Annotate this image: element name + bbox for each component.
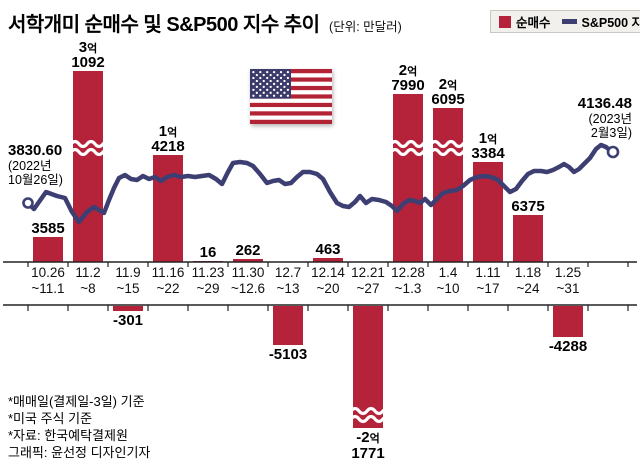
bar-11.9: [113, 306, 143, 311]
x-axis-label: ~24: [517, 281, 540, 296]
axis-break-icon: [69, 139, 113, 149]
bar-value-label: -5103: [269, 346, 307, 363]
axis-break-icon: [349, 414, 393, 424]
bar-value-label: 2억: [399, 62, 417, 79]
net-buy-swatch-icon: [499, 15, 511, 28]
bar-11.16: [153, 155, 183, 262]
bar-value-label: 16: [200, 244, 217, 261]
axis-break-icon: [429, 139, 473, 149]
bar-1.4: [433, 108, 463, 262]
x-axis-label: 12.21: [351, 265, 385, 280]
x-axis-label: 12.7: [275, 265, 301, 280]
x-axis-label: 1.25: [555, 265, 581, 280]
sp500-start-value: 3830.60: [8, 142, 63, 159]
bar-12.21: [353, 306, 383, 428]
sp500-start-date-1: (2022년: [8, 159, 52, 173]
x-axis-label: ~20: [317, 281, 340, 296]
bar-value-label: 7990: [391, 77, 424, 94]
sp500-end-marker: [606, 145, 620, 159]
axis-break-icon: [429, 147, 473, 157]
bar-value-label: 1억: [479, 130, 497, 147]
us-flag-icon: [250, 69, 332, 124]
legend-line-label: S&P500 지수: [581, 16, 640, 30]
bar-11.2: [73, 71, 103, 262]
bar-value-label: 3384: [471, 145, 505, 162]
axis-break-icon: [389, 139, 433, 149]
bar-12.7: [273, 306, 303, 345]
x-axis-label: ~10: [437, 281, 460, 296]
bar-value-label: 262: [235, 242, 260, 259]
sp500-end-annotation: 4136.48 (2023년 2월3일): [578, 95, 632, 140]
sp500-start-annotation: 3830.60 (2022년 10월26일): [8, 142, 63, 187]
bar-value-label: -301: [113, 312, 143, 329]
bar-value-label: 1771: [351, 445, 384, 462]
x-axis-label: 11.23: [192, 265, 225, 280]
axis-break-icon: [349, 406, 393, 416]
bar-value-label: 1억: [159, 123, 177, 140]
page-title: 서학개미 순매수 및 S&P500 지수 추이: [8, 14, 320, 36]
x-axis-label: ~15: [117, 281, 140, 296]
footnote: *자료: 한국예탁결제원: [8, 428, 128, 443]
bar-value-label: 4218: [151, 138, 184, 155]
bar-1.18: [513, 215, 543, 262]
x-axis-label: 1.4: [439, 265, 458, 280]
bar-value-label: 3585: [31, 220, 64, 237]
bar-value-label: 463: [315, 241, 340, 258]
x-axis-label: ~17: [477, 281, 500, 296]
x-axis-label: ~11.1: [31, 281, 64, 296]
unit-label: (단위: 만달러): [329, 20, 402, 34]
axis-break-icon: [389, 147, 433, 157]
x-axis-label: ~12.6: [231, 281, 265, 296]
footnote: 그래픽: 윤선정 디자인기자: [8, 445, 151, 460]
bar-value-label: -2억: [356, 429, 379, 446]
legend: 순매수 S&P500 지수: [490, 10, 640, 33]
sp500-end-date-1: (2023년: [588, 112, 632, 126]
bar-1.25: [553, 306, 583, 337]
axis-break-icon: [69, 147, 113, 157]
x-axis-label: 12.28: [391, 265, 425, 280]
x-axis-label: 11.16: [152, 265, 185, 280]
x-axis-label: ~1.3: [395, 281, 422, 296]
x-axis-label: ~31: [557, 281, 580, 296]
x-axis-label: ~29: [197, 281, 220, 296]
sp500-end-date-2: 2월3일): [590, 126, 632, 140]
bar-value-label: 2억: [439, 76, 457, 93]
sp500-start-marker: [22, 197, 34, 209]
x-axis-label: 10.26: [31, 265, 65, 280]
footnotes: *매매일(결제일-3일) 기준 *미국 주식 기준 *자료: 한국예탁결제원 그…: [8, 393, 150, 461]
bar-value-label: 1092: [71, 54, 104, 71]
sp500-end-value: 4136.48: [577, 95, 632, 112]
footnote: *매매일(결제일-3일) 기준: [8, 394, 145, 409]
x-axis-label: ~13: [277, 281, 300, 296]
x-axis-label: ~27: [357, 281, 380, 296]
x-axis-label: 12.14: [311, 265, 345, 280]
x-axis-label: ~22: [157, 281, 180, 296]
bar-11.30: [233, 259, 263, 262]
x-axis-label: 1.11: [475, 265, 500, 280]
bar-value-label: 6375: [511, 198, 544, 215]
x-axis-label: 11.2: [75, 265, 100, 280]
sp500-line-swatch-icon: [561, 19, 577, 24]
bar-value-label: -4288: [549, 338, 587, 355]
x-axis-label: 11.30: [232, 265, 265, 280]
sp500-line: [25, 142, 614, 225]
page-header: 서학개미 순매수 및 S&P500 지수 추이 (단위: 만달러): [8, 8, 402, 37]
footnote: *미국 주식 기준: [8, 411, 93, 426]
legend-bar-label: 순매수: [516, 16, 551, 30]
bar-10.26: [33, 237, 63, 262]
bar-12.28: [393, 94, 423, 262]
bar-12.14: [313, 258, 343, 262]
x-axis-label: 1.18: [515, 265, 541, 280]
x-axis-label: 11.9: [115, 265, 140, 280]
bar-value-label: 6095: [431, 91, 464, 108]
sp500-start-date-2: 10월26일): [8, 173, 63, 187]
bar-value-label: 3억: [79, 39, 97, 56]
x-axis-label: ~8: [80, 281, 95, 296]
